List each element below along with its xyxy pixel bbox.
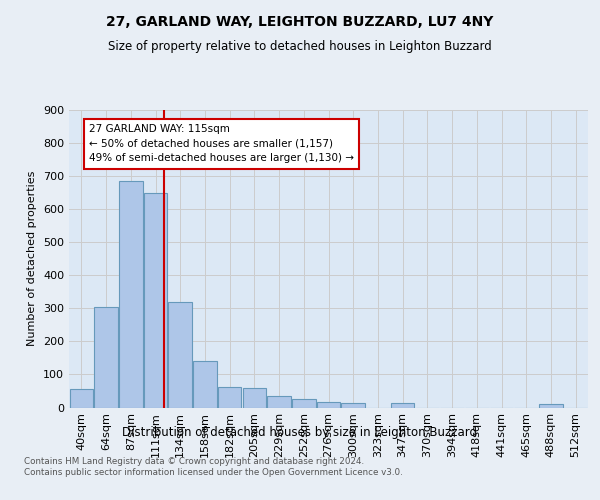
Y-axis label: Number of detached properties: Number of detached properties — [28, 171, 37, 346]
Bar — [169, 302, 192, 408]
Bar — [94, 306, 118, 408]
Bar — [317, 402, 340, 407]
Bar — [341, 402, 365, 407]
Bar — [242, 388, 266, 407]
Text: Size of property relative to detached houses in Leighton Buzzard: Size of property relative to detached ho… — [108, 40, 492, 53]
Text: Contains HM Land Registry data © Crown copyright and database right 2024.
Contai: Contains HM Land Registry data © Crown c… — [24, 458, 403, 477]
Text: Distribution of detached houses by size in Leighton Buzzard: Distribution of detached houses by size … — [122, 426, 478, 439]
Bar — [218, 387, 241, 407]
Bar — [391, 402, 415, 407]
Bar — [539, 404, 563, 407]
Bar — [119, 181, 143, 408]
Bar — [193, 361, 217, 408]
Bar — [292, 399, 316, 407]
Bar — [144, 192, 167, 408]
Bar — [268, 396, 291, 407]
Text: 27, GARLAND WAY, LEIGHTON BUZZARD, LU7 4NY: 27, GARLAND WAY, LEIGHTON BUZZARD, LU7 4… — [106, 15, 494, 29]
Bar — [70, 390, 93, 407]
Text: 27 GARLAND WAY: 115sqm
← 50% of detached houses are smaller (1,157)
49% of semi-: 27 GARLAND WAY: 115sqm ← 50% of detached… — [89, 124, 354, 164]
